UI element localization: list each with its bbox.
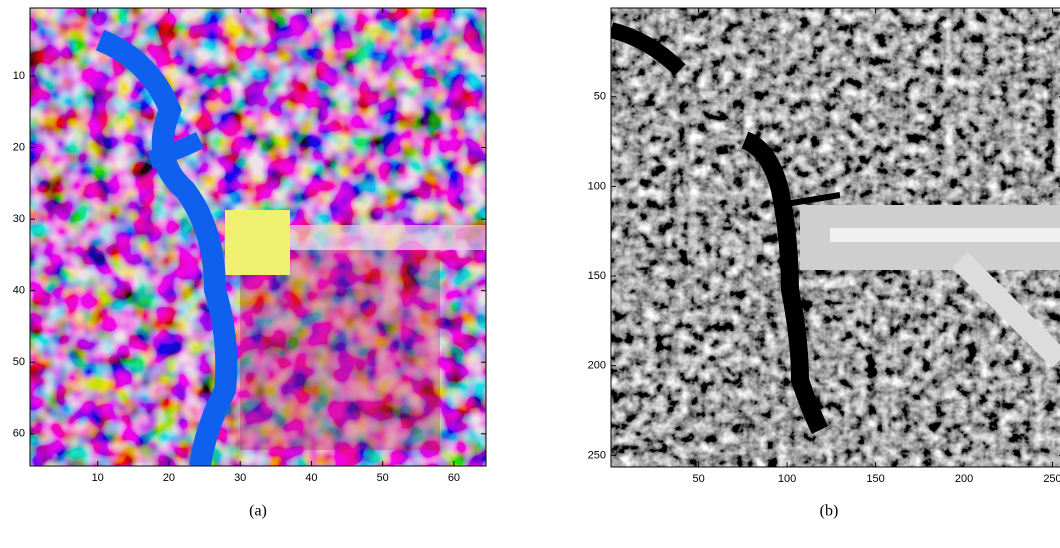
- y-tick-label: 60: [13, 428, 25, 440]
- x-tick-label: 10: [92, 472, 104, 484]
- river: [741, 131, 829, 435]
- x-tick-label: 30: [234, 472, 246, 484]
- axes-frame: [610, 7, 1060, 468]
- y-tick-label: 50: [13, 356, 25, 368]
- y-tick-label: 100: [588, 180, 606, 192]
- x-tick-label: 60: [448, 472, 460, 484]
- y-tick-label: 10: [13, 70, 25, 82]
- y-tick-label: 200: [588, 360, 606, 372]
- runway: [830, 228, 1060, 242]
- image-region: [290, 225, 486, 250]
- axes-frame: [29, 7, 487, 467]
- river: [611, 22, 686, 76]
- x-tick-label: 200: [955, 473, 973, 485]
- x-tick-label: 50: [692, 473, 704, 485]
- y-tick-label: 40: [13, 285, 25, 297]
- x-tick-label: 100: [778, 473, 796, 485]
- y-tick-label: 150: [588, 270, 606, 282]
- caption: (a): [249, 503, 267, 520]
- river: [95, 29, 238, 466]
- image-a: [30, 8, 486, 466]
- y-tick-label: 20: [13, 141, 25, 153]
- river: [147, 131, 205, 169]
- river: [779, 192, 841, 208]
- image-region: [225, 210, 290, 275]
- x-tick-label: 50: [377, 472, 389, 484]
- image-b: [611, 8, 1060, 467]
- x-tick-label: 250: [1043, 473, 1060, 485]
- y-tick-label: 30: [13, 213, 25, 225]
- x-tick-label: 20: [163, 472, 175, 484]
- caption: (b): [820, 503, 839, 520]
- image-region: [240, 250, 440, 450]
- x-tick-label: 40: [305, 472, 317, 484]
- y-tick-label: 250: [588, 449, 606, 461]
- runway: [952, 252, 1060, 368]
- x-tick-label: 150: [866, 473, 884, 485]
- y-tick-label: 50: [594, 91, 606, 103]
